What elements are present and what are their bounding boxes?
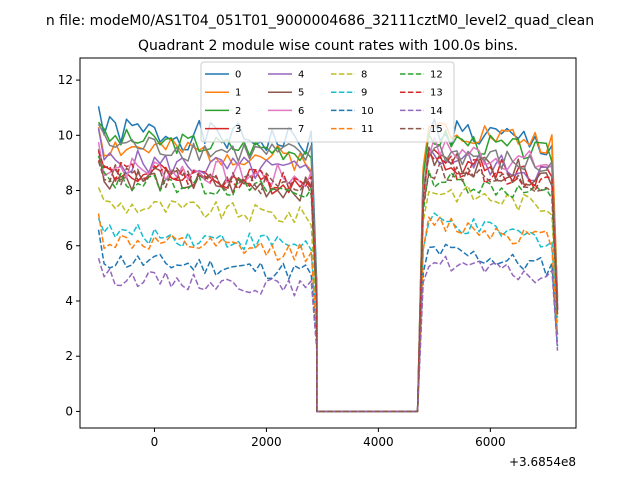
x-axis-offset-label: +3.6854e8 <box>509 455 576 469</box>
legend-label-12: 12 <box>430 70 443 81</box>
x-tick-label: 6000 <box>475 435 506 449</box>
legend-label-5: 5 <box>298 88 304 99</box>
legend-label-8: 8 <box>361 70 367 81</box>
legend-label-15: 15 <box>430 124 443 135</box>
series-line-11 <box>97 213 559 413</box>
x-tick-label: 2000 <box>251 435 282 449</box>
plot-area <box>79 57 577 429</box>
y-tick-label: 8 <box>65 184 73 198</box>
x-tick-label: 4000 <box>363 435 394 449</box>
legend-label-4: 4 <box>298 70 304 81</box>
series-line-14 <box>97 255 559 413</box>
y-tick-label: 10 <box>58 128 73 142</box>
chart-title: Quadrant 2 module wise count rates with … <box>138 38 518 54</box>
legend-label-7: 7 <box>298 124 304 135</box>
legend-label-2: 2 <box>235 106 241 117</box>
y-tick-label: 0 <box>65 404 73 418</box>
legend-label-9: 9 <box>361 88 367 99</box>
legend-box <box>200 61 455 143</box>
series-layer <box>97 106 559 413</box>
y-tick-label: 6 <box>65 239 73 253</box>
y-tick-label: 2 <box>65 349 73 363</box>
legend-label-10: 10 <box>361 106 374 117</box>
legend-label-3: 3 <box>235 124 241 135</box>
x-axis: 0 2000 4000 6000 <box>151 428 506 449</box>
legend-label-6: 6 <box>298 106 304 117</box>
legend-label-11: 11 <box>361 124 374 135</box>
y-tick-label: 12 <box>58 73 73 87</box>
axes-frame <box>79 57 577 429</box>
legend-label-13: 13 <box>430 88 443 99</box>
figure-suptitle: n file: modeM0/AS1T04_051T01_9000004686_… <box>46 13 594 29</box>
legend-label-14: 14 <box>430 106 443 117</box>
y-tick-label: 4 <box>65 294 73 308</box>
legend-label-0: 0 <box>235 70 241 81</box>
legend-label-1: 1 <box>235 88 241 99</box>
series-line-8 <box>97 185 559 413</box>
y-axis: 0 2 4 6 8 10 12 <box>58 73 80 418</box>
x-tick-label: 0 <box>151 435 159 449</box>
